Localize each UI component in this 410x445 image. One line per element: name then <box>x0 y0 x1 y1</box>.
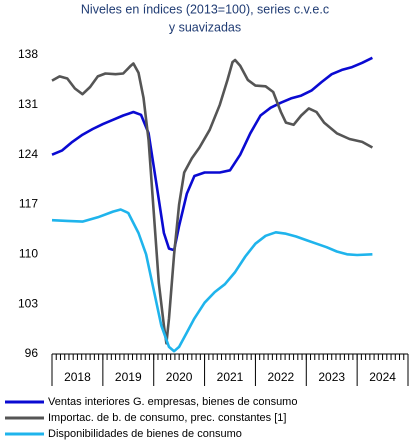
chart-title: Niveles en índices (2013=100), series c.… <box>81 2 329 16</box>
x-tick-label: 2021 <box>217 370 244 384</box>
x-tick-label: 2020 <box>166 370 193 384</box>
x-tick-label: 2019 <box>115 370 142 384</box>
x-tick-label: 2018 <box>64 370 91 384</box>
legend-label: Disponibilidades de bienes de consumo <box>48 428 242 440</box>
y-tick-label: 110 <box>19 247 38 261</box>
series-line <box>51 56 373 252</box>
y-tick-label: 96 <box>25 346 39 360</box>
x-tick-label: 2023 <box>318 370 345 384</box>
y-tick-label: 103 <box>18 296 38 310</box>
y-tick-label: 117 <box>19 197 38 211</box>
x-tick-label: 2022 <box>268 370 295 384</box>
y-tick-label: 138 <box>18 47 38 61</box>
series-line <box>51 208 373 353</box>
legend-label: Ventas interiores G. empresas, bienes de… <box>48 396 297 408</box>
x-tick-label: 2024 <box>369 370 396 384</box>
y-tick-label: 131 <box>18 97 38 111</box>
legend-label: Importac. de b. de consumo, prec. consta… <box>48 412 286 424</box>
series-line <box>51 58 374 345</box>
chart-title: y suavizadas <box>169 20 241 34</box>
y-tick-label: 124 <box>18 147 38 161</box>
